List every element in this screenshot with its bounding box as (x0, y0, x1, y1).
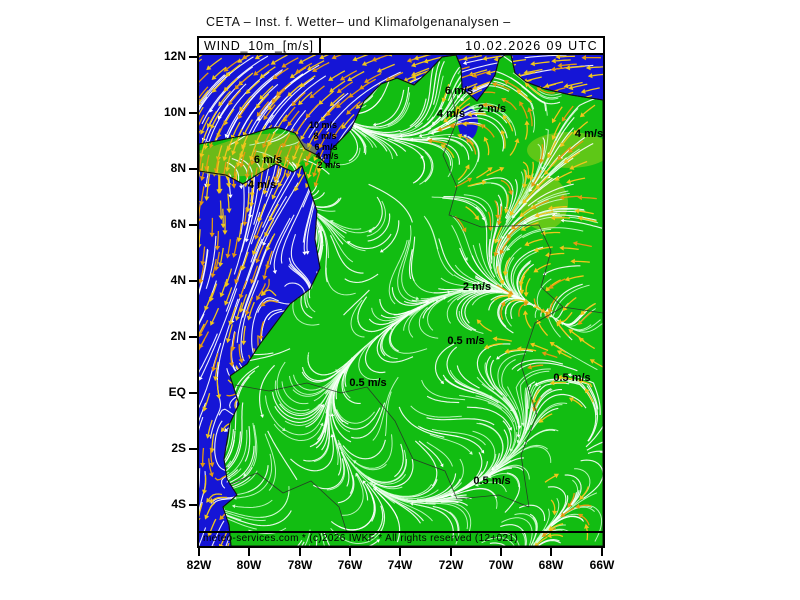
lat-tick-label: 10N (163, 105, 186, 119)
wind-speed-label: 6 m/s (444, 85, 474, 97)
attribution: meteo-services.com * (c)2026 IWKF * All … (199, 531, 603, 546)
lat-tick (189, 280, 197, 282)
lon-tick-label: 66W (589, 558, 615, 572)
lon-tick (500, 548, 502, 556)
wind-speed-label: 8 m/s (313, 131, 337, 141)
lon-tick-label: 80W (236, 558, 262, 572)
country-borders (228, 88, 603, 534)
lat-tick-label: 2S (171, 441, 186, 455)
lat-tick-label: 6N (170, 217, 186, 231)
lon-tick (248, 548, 250, 556)
wind-speed-label: 0.5 m/s (553, 372, 591, 384)
lat-tick (189, 224, 197, 226)
wind-speed-label: 0.5 m/s (447, 335, 485, 347)
lon-tick-label: 74W (387, 558, 413, 572)
wind-speed-label: 2 m/s (317, 160, 341, 170)
product-header: WIND_10m_[m/s] 10.02.2026 09 UTC (197, 36, 605, 53)
wind-speed-label: 6 m/s (314, 142, 338, 152)
lon-tick-label: 72W (438, 558, 464, 572)
lat-tick (189, 448, 197, 450)
wind-speed-label: 4 m/s (315, 151, 339, 161)
wind-speed-label: 6 m/s (253, 154, 283, 166)
wind-speed-label: 2 m/s (477, 103, 507, 115)
wind-speed-label: 0.5 m/s (349, 377, 387, 389)
wind-speed-label: 0.5 m/s (473, 475, 511, 487)
wind-speed-label: 4 m/s (436, 108, 466, 120)
lon-tick (349, 548, 351, 556)
lat-tick-label: 4N (170, 273, 186, 287)
wind-speed-label: 4 m/s (247, 179, 277, 191)
coastline (199, 55, 603, 546)
valid-datetime: 10.02.2026 09 UTC (465, 38, 598, 53)
lon-tick (450, 548, 452, 556)
lon-tick-label: 68W (538, 558, 564, 572)
lon-tick (198, 548, 200, 556)
product-name: WIND_10m_[m/s] (199, 38, 321, 53)
lon-tick-label: 78W (287, 558, 313, 572)
lat-tick-label: 12N (163, 49, 186, 63)
wind-speed-label: 10 m/s (308, 120, 338, 130)
lat-tick-label: 2N (170, 329, 186, 343)
lon-tick (601, 548, 603, 556)
lat-tick (189, 504, 197, 506)
lon-tick (550, 548, 552, 556)
wind-speed-label: 4 m/s (574, 128, 604, 140)
lon-tick-label: 82W (186, 558, 212, 572)
streamline-map-canvas (199, 55, 603, 546)
wind-map: 6 m/s 4 m/s 2 m/s 4 m/s 10 m/s 8 m/s 6 m/s 4 m/… (197, 53, 605, 548)
lat-tick-label: 4S (171, 497, 186, 511)
lon-tick-label: 76W (337, 558, 363, 572)
page-title: CETA – Inst. f. Wetter– und Klimafolgena… (206, 15, 511, 29)
lat-tick (189, 112, 197, 114)
lat-tick-label: EQ (168, 385, 186, 399)
lon-tick (299, 548, 301, 556)
lat-tick (189, 392, 197, 394)
lon-tick (399, 548, 401, 556)
lat-tick (189, 56, 197, 58)
lat-tick (189, 168, 197, 170)
wind-speed-label: 2 m/s (462, 281, 492, 293)
lat-tick-label: 8N (170, 161, 186, 175)
lat-tick (189, 336, 197, 338)
lon-tick-label: 70W (488, 558, 514, 572)
